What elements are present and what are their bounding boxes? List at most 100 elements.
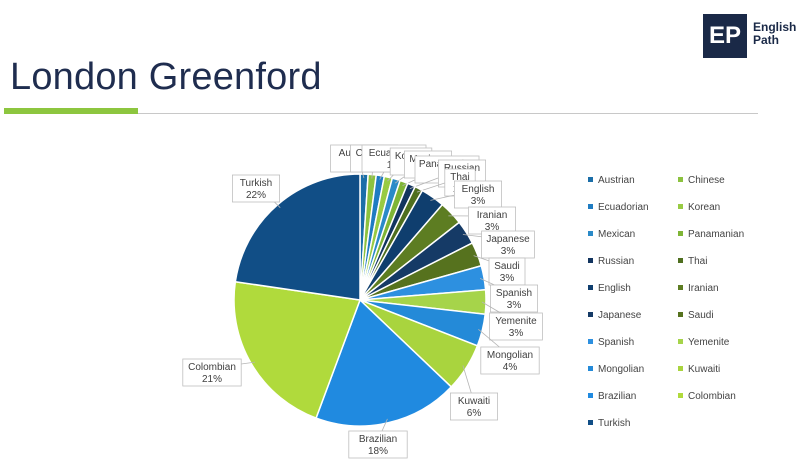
label-box-mongolian: [480, 346, 540, 375]
legend-label: Austrian: [598, 175, 635, 186]
label-value-saudi: 3%: [500, 273, 515, 284]
legend-item-japanese: Japanese: [588, 310, 641, 321]
label-value-turkish: 22%: [246, 190, 266, 201]
legend-label: Brazilian: [598, 391, 637, 402]
label-value-colombian: 21%: [202, 374, 222, 385]
label-value-english: 3%: [471, 196, 486, 207]
legend-swatch: [678, 203, 683, 209]
label-value-yemenite: 3%: [509, 328, 524, 339]
legend-label: Russian: [598, 256, 635, 267]
legend-swatch: [588, 338, 593, 344]
logo-mark: EP: [703, 14, 747, 58]
legend-label: Colombian: [688, 391, 736, 402]
legend-swatch: [678, 284, 683, 290]
label-box-english: [453, 180, 502, 209]
label-value-kuwaiti: 6%: [467, 408, 482, 419]
legend-swatch: [678, 230, 683, 236]
logo-line-2: Path: [753, 33, 780, 47]
label-box-turkish: [231, 174, 280, 203]
legend-item-kuwaiti: Kuwaiti: [678, 364, 720, 375]
legend-item-saudi: Saudi: [678, 310, 714, 321]
label-name-thai: Thai: [450, 172, 469, 183]
legend-label: Japanese: [598, 310, 642, 321]
label-name-colombian: Colombian: [188, 362, 236, 373]
title-accent-bar: [4, 108, 138, 114]
legend-item-turkish: Turkish: [588, 418, 630, 429]
legend-swatch: [678, 365, 683, 371]
label-value-iranian: 3%: [485, 222, 500, 233]
legend-swatch: [588, 284, 593, 290]
legend-swatch: [588, 365, 593, 371]
legend-item-mexican: Mexican: [588, 229, 635, 240]
legend-label: Turkish: [598, 418, 631, 429]
label-box-kuwaiti: [449, 392, 498, 421]
legend-swatch: [678, 392, 683, 398]
label-name-spanish: Spanish: [496, 288, 532, 299]
label-value-brazilian: 18%: [368, 446, 388, 457]
label-name-kuwaiti: Kuwaiti: [458, 396, 490, 407]
legend-label: Thai: [688, 256, 708, 267]
legend-swatch: [678, 311, 683, 317]
legend-swatch: [588, 203, 593, 209]
label-box-japanese: [481, 230, 535, 259]
legend-label: Spanish: [598, 337, 635, 348]
legend-item-russian: Russian: [588, 256, 634, 267]
label-name-turkish: Turkish: [240, 178, 272, 189]
legend-label: Mexican: [598, 229, 636, 240]
legend-label: Panamanian: [688, 229, 745, 240]
label-box-colombian: [182, 358, 242, 387]
legend-swatch: [588, 230, 593, 236]
label-name-russian: Russian: [444, 163, 480, 174]
label-name-brazilian: Brazilian: [359, 434, 397, 445]
legend-swatch: [588, 419, 593, 425]
label-name-mongolian: Mongolian: [487, 350, 533, 361]
legend-item-austrian: Austrian: [588, 175, 635, 186]
legend-item-iranian: Iranian: [678, 283, 719, 294]
label-name-iranian: Iranian: [477, 210, 508, 221]
legend-item-ecuadorian: Ecuadorian: [588, 202, 649, 213]
legend-swatch: [588, 392, 593, 398]
logo-line-1: English: [753, 20, 796, 34]
legend-swatch: [588, 257, 593, 263]
english-path-logo: EP English Path: [703, 14, 796, 58]
legend-swatch: [588, 311, 593, 317]
title-divider: [138, 113, 758, 114]
pie-slice-brazilian: [315, 298, 453, 427]
legend-label: Ecuadorian: [598, 202, 649, 213]
legend-swatch: [588, 176, 593, 182]
legend-item-thai: Thai: [678, 256, 707, 267]
legend-label: Kuwaiti: [688, 364, 721, 375]
legend-swatch: [678, 176, 683, 182]
legend-item-chinese: Chinese: [678, 175, 725, 186]
label-box-brazilian: [348, 430, 408, 459]
legend-item-english: English: [588, 283, 631, 294]
legend-item-spanish: Spanish: [588, 337, 634, 348]
label-name-yemenite: Yemenite: [495, 316, 537, 327]
legend-item-colombian: Colombian: [678, 391, 736, 402]
legend-label: Saudi: [688, 310, 714, 321]
legend-item-korean: Korean: [678, 202, 720, 213]
legend-label: English: [598, 283, 631, 294]
label-name-saudi: Saudi: [494, 261, 520, 272]
legend-swatch: [678, 257, 683, 263]
legend-item-yemenite: Yemenite: [678, 337, 729, 348]
page-title: London Greenford: [10, 56, 322, 98]
legend-label: Iranian: [688, 283, 719, 294]
legend-item-panamanian: Panamanian: [678, 229, 744, 240]
legend-label: Chinese: [688, 175, 725, 186]
legend-swatch: [678, 338, 683, 344]
label-box-saudi: [488, 257, 526, 286]
legend-item-brazilian: Brazilian: [588, 391, 636, 402]
legend-label: Mongolian: [598, 364, 645, 375]
legend-item-mongolian: Mongolian: [588, 364, 644, 375]
